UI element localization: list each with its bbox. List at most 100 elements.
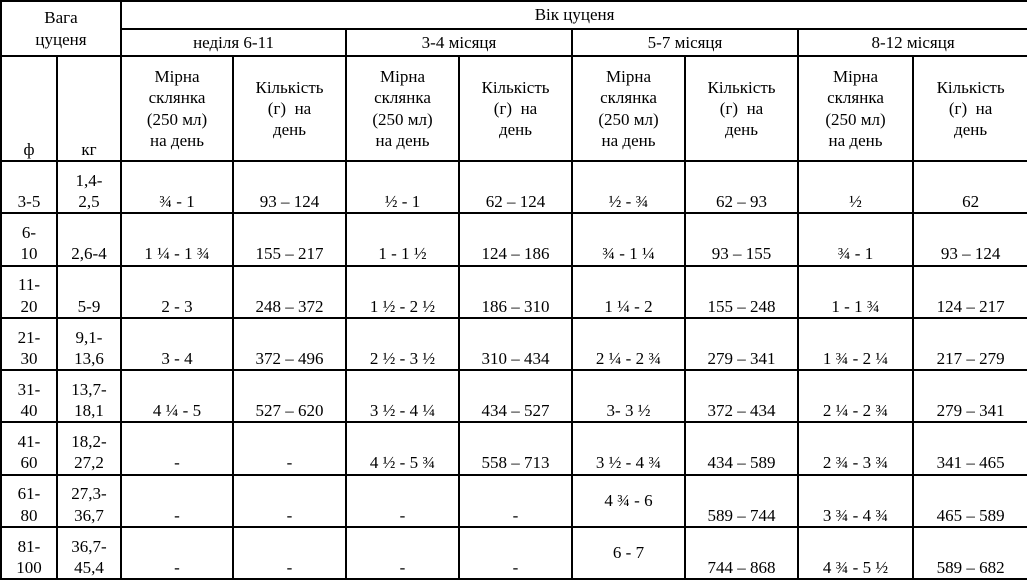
weight-lb-cell: 81- 100 [0, 525, 58, 580]
value-cell: 4 ½ - 5 ¾ [345, 421, 461, 476]
value-cell: - [232, 525, 348, 580]
value-cell: ¾ - 1 [797, 212, 915, 267]
value-cell: 372 – 496 [232, 316, 348, 372]
value-cell: 4 ¼ - 5 [120, 368, 235, 424]
qty-subheader: Кількість (г) на день [912, 55, 1027, 162]
value-cell: 1 ¾ - 2 ¼ [797, 316, 915, 372]
value-cell: 465 – 589 [912, 473, 1027, 528]
table-row: 6- 10 2,6-4 1 ¼ - 1 ¾ 155 – 217 1 - 1 ½ 124 –… [0, 212, 1027, 267]
value-cell: 6 - 7 [571, 525, 687, 580]
weight-corner-header: Вага цуценя [0, 0, 123, 57]
qty-subheader: Кількість (г) на день [684, 55, 800, 162]
value-cell: - [120, 525, 235, 580]
value-cell: 527 – 620 [232, 368, 348, 424]
value-cell: ¾ - 1 [120, 159, 235, 215]
qty-subheader: Кількість (г) на день [458, 55, 574, 162]
weight-lb-cell: 11- 20 [0, 264, 58, 319]
table-row: 3-5 1,4- 2,5 ¾ - 1 93 – 124 ½ - 1 62 – 124 ½ -… [0, 159, 1027, 215]
value-cell: 2 ¼ - 2 ¾ [571, 316, 687, 372]
value-cell: ½ - ¾ [571, 159, 687, 215]
age-group-header-3-4-months: 3-4 місяця [345, 28, 574, 57]
value-cell: 744 – 868 [684, 525, 800, 580]
weight-kg-cell: 1,4- 2,5 [55, 159, 123, 215]
value-cell: 3 - 4 [120, 316, 235, 372]
value-cell: 62 – 124 [458, 159, 574, 215]
value-cell: - [458, 525, 574, 580]
qty-subheader: Кількість (г) на день [232, 55, 348, 162]
value-cell: 1 ¼ - 1 ¾ [120, 212, 235, 267]
value-cell: 2 ½ - 3 ½ [345, 316, 461, 372]
value-cell: - [345, 473, 461, 528]
unit-kg-header: кг [55, 55, 123, 162]
value-cell: 1 ½ - 2 ½ [345, 264, 461, 319]
weight-kg-cell: 36,7- 45,4 [55, 525, 123, 580]
value-cell: 4 ¾ - 6 [571, 473, 687, 528]
table-body: 3-5 1,4- 2,5 ¾ - 1 93 – 124 ½ - 1 62 – 124 ½ -… [0, 159, 1027, 580]
table-row: 61- 80 27,3- 36,7- - - -4 ¾ - 6 589 – 744 3 ¾ … [0, 473, 1027, 528]
header-row-top: Вага цуценя Вік цуценя [0, 0, 1027, 57]
value-cell: 1 ¼ - 2 [571, 264, 687, 319]
age-group-header-weeks-6-11: неділя 6-11 [120, 28, 348, 57]
value-cell: ¾ - 1 ¼ [571, 212, 687, 267]
value-cell: 1 - 1 ¾ [797, 264, 915, 319]
weight-kg-cell: 13,7- 18,1 [55, 368, 123, 424]
value-cell: 3 ½ - 4 ¼ [345, 368, 461, 424]
table-row: 11- 20 5-9 2 - 3 248 – 372 1 ½ - 2 ½ 186 – 31… [0, 264, 1027, 319]
value-cell: 279 – 341 [912, 368, 1027, 424]
value-cell: 155 – 248 [684, 264, 800, 319]
value-cell: 124 – 217 [912, 264, 1027, 319]
value-cell: 434 – 527 [458, 368, 574, 424]
value-cell: 2 - 3 [120, 264, 235, 319]
value-cell: ½ - 1 [345, 159, 461, 215]
value-cell: - [120, 473, 235, 528]
value-cell: 372 – 434 [684, 368, 800, 424]
header-row-subheaders: ф кг Мірна склянка (250 мл) на день Кіль… [0, 55, 1027, 162]
value-cell: 155 – 217 [232, 212, 348, 267]
value-cell: 558 – 713 [458, 421, 574, 476]
weight-kg-cell: 27,3- 36,7 [55, 473, 123, 528]
table-row: 81- 100 36,7- 45,4- - - -6 - 7 744 – 868 4 ¾ -… [0, 525, 1027, 580]
value-cell: 3 ½ - 4 ¾ [571, 421, 687, 476]
value-cell: 2 ¼ - 2 ¾ [797, 368, 915, 424]
weight-kg-cell: 9,1- 13,6 [55, 316, 123, 372]
value-cell: 589 – 744 [684, 473, 800, 528]
value-cell: - [232, 421, 348, 476]
value-cell: 93 – 124 [232, 159, 348, 215]
age-group-header-8-12-months: 8-12 місяця [797, 28, 1027, 57]
cup-subheader: Мірна склянка (250 мл) на день [345, 55, 461, 162]
value-cell: 248 – 372 [232, 264, 348, 319]
table-row: 31- 40 13,7- 18,1 4 ¼ - 5 527 – 620 3 ½ - 4 … [0, 368, 1027, 424]
value-cell: 62 [912, 159, 1027, 215]
value-cell: 62 – 93 [684, 159, 800, 215]
weight-lb-cell: 31- 40 [0, 368, 58, 424]
value-cell: 186 – 310 [458, 264, 574, 319]
weight-lb-cell: 61- 80 [0, 473, 58, 528]
value-cell: 3 ¾ - 4 ¾ [797, 473, 915, 528]
value-cell: - [458, 473, 574, 528]
cup-subheader: Мірна склянка (250 мл) на день [120, 55, 235, 162]
value-cell: 589 – 682 [912, 525, 1027, 580]
table-row: 41- 60 18,2- 27,2- -4 ½ - 5 ¾ 558 – 713 3 ½ … [0, 421, 1027, 476]
cup-subheader: Мірна склянка (250 мл) на день [571, 55, 687, 162]
weight-lb-cell: 21- 30 [0, 316, 58, 372]
unit-lb-header: ф [0, 55, 58, 162]
value-cell: 341 – 465 [912, 421, 1027, 476]
value-cell: 4 ¾ - 5 ½ [797, 525, 915, 580]
cup-subheader: Мірна склянка (250 мл) на день [797, 55, 915, 162]
value-cell: ½ [797, 159, 915, 215]
value-cell: 310 – 434 [458, 316, 574, 372]
value-cell: 93 – 155 [684, 212, 800, 267]
table-row: 21- 30 9,1- 13,6 3 - 4 372 – 496 2 ½ - 3 ½ 31… [0, 316, 1027, 372]
age-group-header-5-7-months: 5-7 місяця [571, 28, 800, 57]
weight-lb-cell: 41- 60 [0, 421, 58, 476]
value-cell: 3- 3 ½ [571, 368, 687, 424]
weight-kg-cell: 5-9 [55, 264, 123, 319]
value-cell: 217 – 279 [912, 316, 1027, 372]
weight-lb-cell: 6- 10 [0, 212, 58, 267]
age-header: Вік цуценя [120, 0, 1027, 30]
weight-kg-cell: 18,2- 27,2 [55, 421, 123, 476]
value-cell: 1 - 1 ½ [345, 212, 461, 267]
header-row-ages: неділя 6-11 3-4 місяця 5-7 місяця 8-12 м… [1, 28, 1027, 57]
